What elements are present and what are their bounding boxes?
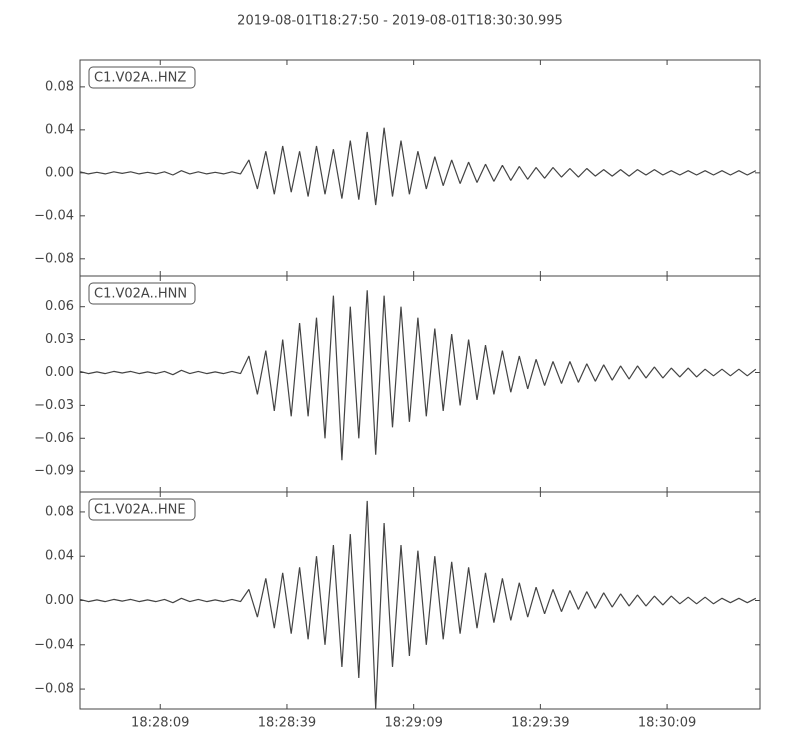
channel-label: C1.V02A..HNZ [94, 71, 186, 86]
y-tick-label: 0.08 [45, 504, 74, 519]
y-tick-label: 0.00 [45, 165, 74, 180]
channel-label: C1.V02A..HNE [94, 503, 186, 518]
y-tick-label: −0.09 [34, 464, 74, 479]
x-tick-label: 18:28:39 [258, 716, 316, 731]
waveform [79, 127, 757, 206]
label-box [88, 282, 196, 305]
y-tick-label: 0.00 [45, 593, 74, 608]
y-tick-label: −0.08 [34, 682, 74, 697]
waveform [79, 500, 757, 710]
y-tick-label: 0.00 [45, 365, 74, 380]
y-tick-label: −0.04 [34, 637, 74, 652]
y-tick-label: 0.06 [45, 299, 74, 314]
waveform [79, 290, 757, 461]
y-tick-label: −0.08 [34, 251, 74, 266]
y-tick-label: −0.06 [34, 431, 74, 446]
y-tick-label: 0.04 [45, 122, 74, 137]
chart-title: 2019-08-01T18:27:50 - 2019-08-01T18:30:3… [237, 14, 563, 29]
y-tick-label: 0.04 [45, 549, 74, 564]
x-tick-label: 18:30:09 [638, 716, 696, 731]
y-tick-label: −0.03 [34, 398, 74, 413]
x-tick-label: 18:29:09 [384, 716, 442, 731]
x-tick-label: 18:28:09 [131, 716, 189, 731]
label-box [88, 498, 196, 521]
channel-label: C1.V02A..HNN [94, 287, 187, 302]
y-tick-label: 0.03 [45, 332, 74, 347]
y-tick-label: −0.04 [34, 208, 74, 223]
label-box [88, 66, 196, 89]
x-tick-label: 18:29:39 [511, 716, 569, 731]
y-tick-label: 0.08 [45, 79, 74, 94]
